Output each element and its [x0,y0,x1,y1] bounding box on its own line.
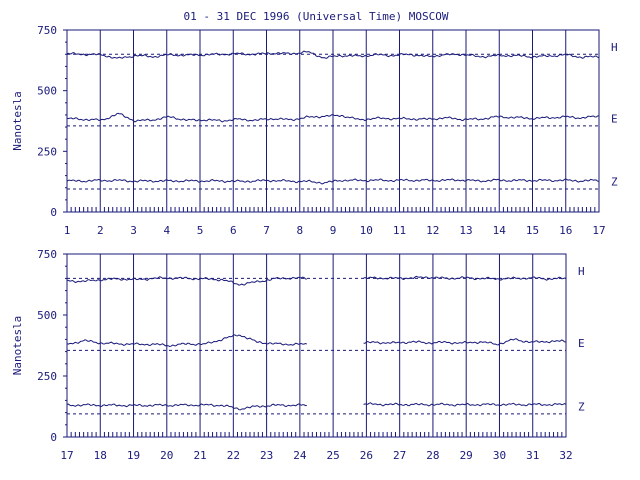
x-tick-label: 7 [263,224,270,237]
y-tick-label: 750 [37,24,57,37]
y-tick-label: 500 [37,309,57,322]
series-line [66,50,600,59]
x-tick-label: 9 [330,224,337,237]
series-label: Z [578,401,585,414]
series-line [66,178,600,185]
x-tick-label: 27 [393,449,406,462]
x-tick-label: 20 [160,449,173,462]
x-tick-label: 25 [327,449,340,462]
y-tick-label: 500 [37,85,57,98]
y-tick-label: 250 [37,145,57,158]
panel-days-1-17: 1 2 3 4 5 6 7 8 9 10 11 12 13 14 15 16 170250500750Nanot… [11,24,618,237]
x-tick-label: 17 [592,224,605,237]
x-tick-label: 4 [163,224,170,237]
series-label: E [611,113,618,126]
y-tick-label: 250 [37,370,57,383]
x-tick-label: 30 [493,449,506,462]
x-tick-label: 12 [426,224,439,237]
series-line [66,112,600,123]
y-axis-label: Nanotesla [11,316,24,376]
x-tick-label: 17 [60,449,73,462]
x-tick-label: 28 [426,449,439,462]
x-tick-label: 3 [130,224,137,237]
series-line [66,275,567,286]
x-tick-label: 18 [94,449,107,462]
y-axis-label: Nanotesla [11,91,24,151]
series-label: H [611,41,618,54]
plot-frame [66,253,567,438]
series-label: E [578,337,585,350]
x-tick-label: 29 [460,449,473,462]
panel-days-17-32: 17 18 19 20 21 22 23 24 25 26 27 28 29 30 31 32 0 250 500 7… [11,248,585,462]
x-tick-label: 19 [127,449,140,462]
y-tick-label: 750 [37,248,57,261]
x-tick-label: 32 [559,449,572,462]
series-line [66,334,566,348]
series-label: H [578,265,585,278]
x-tick-label: 10 [360,224,373,237]
x-tick-label: 2 [97,224,104,237]
x-tick-label: 16 [559,224,572,237]
x-tick-label: 8 [296,224,303,237]
x-tick-label: 6 [230,224,237,237]
x-tick-label: 11 [393,224,406,237]
x-tick-label: 14 [493,224,507,237]
series-label: Z [611,176,618,189]
x-tick-label: 22 [227,449,240,462]
chart-title: 01 - 31 DEC 1996 (Universal Time) MOSCOW [184,10,449,23]
x-tick-label: 23 [260,449,273,462]
x-tick-label: 1 [64,224,71,237]
x-tick-label: 21 [193,449,206,462]
x-tick-label: 31 [526,449,539,462]
series-line [66,402,567,411]
y-tick-label: 0 [50,206,57,219]
x-tick-label: 26 [360,449,373,462]
x-tick-label: 24 [293,449,307,462]
x-tick-label: 5 [197,224,204,237]
y-tick-label: 0 [50,431,57,444]
x-tick-label: 13 [459,224,472,237]
x-tick-label: 15 [526,224,539,237]
